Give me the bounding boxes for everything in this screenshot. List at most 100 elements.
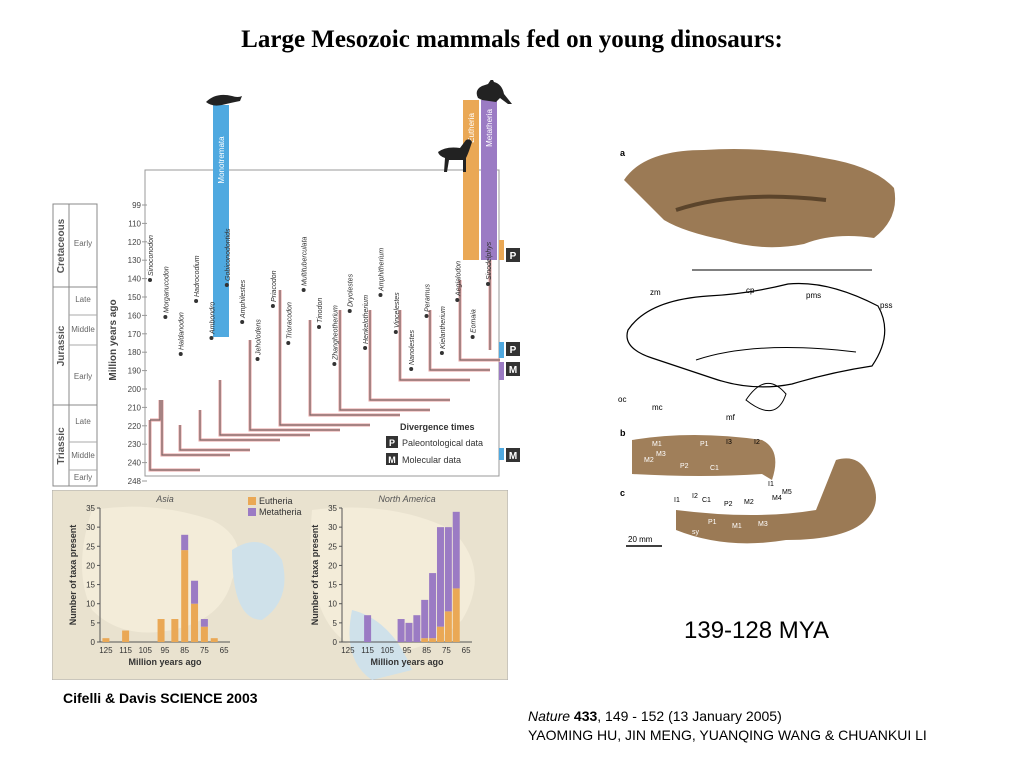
taxon-label: Sinoconodon — [148, 235, 155, 276]
taxon-node — [286, 341, 291, 345]
metatheria-bar — [481, 100, 497, 260]
monotremata-bar — [213, 105, 229, 337]
taxon-label: Vincelestes — [394, 292, 401, 328]
phylogeny-figure: Cretaceous Jurassic Triassic Early Late … — [52, 80, 520, 487]
bar-eutheria — [181, 550, 189, 642]
y-axis-label: Number of taxa present — [68, 525, 78, 626]
horse-silhouette — [438, 139, 472, 172]
x-tick-label: 115 — [361, 646, 374, 655]
mya-tick-label: 210 — [128, 403, 142, 412]
legend-p-key: P — [389, 438, 395, 448]
svg-text:M5: M5 — [782, 489, 792, 496]
side-marker-m2 — [506, 448, 520, 462]
mya-tick-label: 110 — [128, 219, 141, 228]
x-tick-label: 95 — [403, 646, 412, 655]
y-tick-label: 10 — [328, 600, 337, 609]
bar-metatheria — [364, 615, 372, 642]
epoch-jur-early: Early — [74, 372, 92, 381]
taxon-node — [393, 330, 398, 334]
taxon-label: Tinodon — [317, 298, 324, 323]
legend-p-box — [386, 436, 398, 448]
svg-text:mf: mf — [726, 413, 736, 422]
citation-volume: 433 — [573, 708, 598, 724]
epoch-cret-early: Early — [74, 239, 92, 248]
mya-tick-label: 150 — [128, 293, 142, 302]
asia-chart: Asia 0 5 10 15 20 25 30 35 125 115 105 95 85 75 65 Milli… — [68, 494, 230, 667]
bar-metatheria — [436, 527, 444, 627]
mya-tick-label: 190 — [128, 367, 142, 376]
platypus-silhouette — [206, 94, 242, 106]
bar-eutheria — [200, 626, 208, 642]
panel-b-label: b — [620, 428, 626, 438]
taxon-node — [439, 351, 444, 355]
epoch-tri-early: Early — [74, 473, 92, 482]
bar-eutheria — [444, 611, 452, 642]
x-tick-label: 65 — [220, 646, 229, 655]
crown-label-eutheria: Eutheria — [467, 113, 476, 143]
x-axis-label: Million years ago — [370, 657, 444, 667]
mya-tick-label: 120 — [128, 238, 142, 247]
taxon-label: Eomaia — [471, 309, 478, 333]
svg-text:M3: M3 — [758, 521, 768, 528]
bar-metatheria — [397, 619, 405, 642]
taxon-node — [163, 315, 168, 319]
taxon-node — [347, 309, 352, 313]
x-axis-label: Million years ago — [128, 657, 202, 667]
side-marker-m1 — [506, 362, 520, 376]
svg-text:I2: I2 — [754, 439, 760, 446]
svg-text:I1: I1 — [768, 481, 774, 488]
x-tick-label: 65 — [462, 646, 471, 655]
mya-ticks: 99 110 120 130 140 150 160 170 180 190 200 210 220 23… — [128, 201, 147, 486]
taxon-label: Morganucodon — [163, 266, 170, 313]
mya-tick-label: 160 — [128, 311, 142, 320]
axis-label-mya: Million years ago — [108, 299, 119, 380]
taxon-label: Dryolestes — [348, 273, 355, 307]
taxon-label: Sinodelphys — [486, 241, 493, 280]
bar-metatheria — [200, 619, 208, 627]
epoch-tri-middle: Middle — [71, 451, 95, 460]
svg-text:I3: I3 — [726, 439, 732, 446]
period-triassic: Triassic — [56, 427, 67, 465]
drawing-labels: zm cp pms pss oc mc mf — [618, 286, 892, 422]
epoch-jur-middle: Middle — [71, 325, 95, 334]
svg-text:pss: pss — [880, 301, 892, 310]
x-tick-label: 85 — [180, 646, 189, 655]
taxon-label: Amphilestes — [240, 279, 247, 319]
legend-metatheria-swatch — [248, 508, 256, 516]
taxon-node — [270, 304, 275, 308]
y-tick-label: 10 — [86, 600, 95, 609]
svg-text:P: P — [510, 345, 517, 356]
bar-metatheria — [191, 580, 199, 604]
taxon-node — [470, 335, 475, 339]
svg-text:I2: I2 — [692, 493, 698, 500]
bar-eutheria — [157, 619, 165, 642]
taxon-label: Priacodon — [271, 270, 278, 302]
period-cretaceous: Cretaceous — [56, 218, 67, 273]
legend-m-label: Molecular data — [402, 455, 461, 465]
bar-eutheria — [191, 603, 199, 642]
taxon-node — [455, 298, 460, 302]
scale-bar-label: 20 mm — [628, 535, 653, 544]
taxon-label: Peramus — [425, 283, 432, 312]
taxon-node — [301, 288, 306, 292]
taxon-node — [148, 278, 152, 282]
epoch-jur-late: Late — [75, 295, 91, 304]
svg-text:I1: I1 — [674, 497, 680, 504]
taxon-label: Haldanodon — [179, 312, 186, 350]
mya-tick-label: 230 — [128, 440, 142, 449]
north-america-chart: North America 0 5 10 15 20 25 30 35 125 115 105 95 85… — [310, 494, 472, 667]
x-tick-label: 75 — [442, 646, 451, 655]
svg-text:M1: M1 — [732, 523, 742, 530]
svg-text:oc: oc — [618, 395, 626, 404]
taxon-node — [486, 282, 490, 286]
legend-p-label: Paleontological data — [402, 438, 483, 448]
y-tick-label: 25 — [86, 542, 95, 551]
citation-line: Nature 433, 149 - 152 (13 January 2005) — [528, 708, 782, 724]
bar-metatheria — [405, 622, 413, 642]
svg-text:C1: C1 — [702, 497, 711, 504]
taxon-node — [178, 352, 183, 356]
mya-tick-label: 170 — [128, 330, 142, 339]
bar-metatheria — [452, 511, 460, 589]
y-tick-label: 5 — [91, 619, 96, 628]
